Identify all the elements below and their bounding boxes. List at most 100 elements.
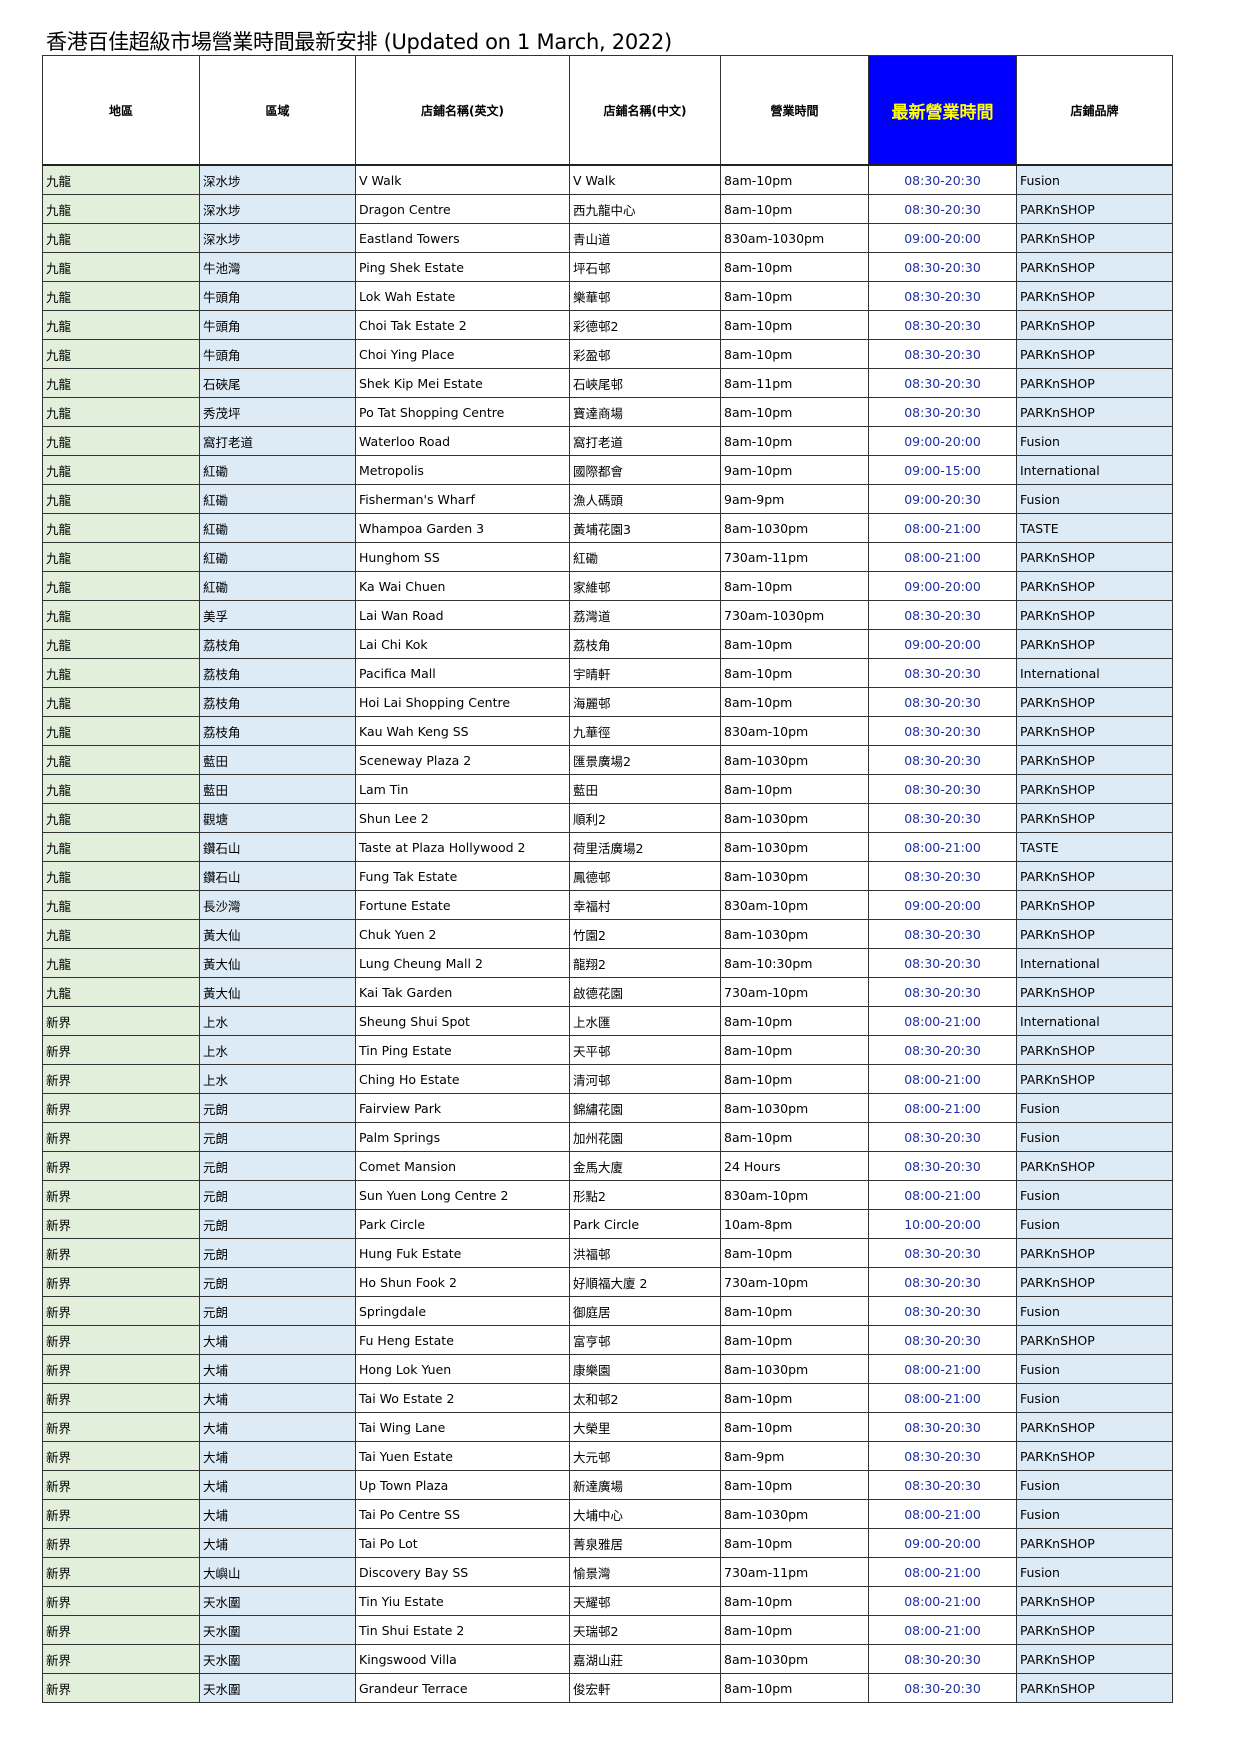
cell-region: 新界 — [42, 1673, 200, 1703]
cell-latest-opening-hours: 08:30-20:30 — [868, 687, 1017, 717]
cell-store-name-en: Lok Wah Estate — [355, 281, 570, 311]
cell-brand: PARKnSHOP — [1016, 600, 1173, 630]
cell-brand: Fusion — [1016, 164, 1173, 195]
cell-store-name-en: Lai Wan Road — [355, 600, 570, 630]
cell-district: 天水圍 — [199, 1615, 356, 1645]
cell-opening-hours: 8am-1030pm — [720, 745, 869, 775]
table-row: 九龍 荔枝角 Kau Wah Keng SS 九華徑 830am-10pm 08:30-2… — [42, 716, 1173, 746]
cell-store-name-en: Tin Yiu Estate — [355, 1586, 570, 1616]
cell-latest-opening-hours: 08:30-20:30 — [868, 1296, 1017, 1326]
table-row: 九龍 黃大仙 Chuk Yuen 2 竹園2 8am-1030pm 08:30-20:30… — [42, 919, 1173, 949]
cell-store-name-en: Fung Tak Estate — [355, 861, 570, 891]
cell-store-name-zh: 康樂園 — [569, 1354, 721, 1384]
cell-brand: PARKnSHOP — [1016, 1528, 1173, 1558]
cell-opening-hours: 8am-10pm — [720, 339, 869, 369]
cell-brand: PARKnSHOP — [1016, 1151, 1173, 1181]
cell-district: 大埔 — [199, 1499, 356, 1529]
cell-store-name-zh: 洪福邨 — [569, 1238, 721, 1268]
table-row: 九龍 紅磡 Ka Wai Chuen 家維邨 8am-10pm 09:00-20:00 PA… — [42, 571, 1173, 601]
cell-opening-hours: 8am-1030pm — [720, 919, 869, 949]
cell-region: 九龍 — [42, 368, 200, 398]
cell-brand: PARKnSHOP — [1016, 1325, 1173, 1355]
cell-region: 新界 — [42, 1151, 200, 1181]
cell-latest-opening-hours: 08:30-20:30 — [868, 281, 1017, 311]
cell-district: 窩打老道 — [199, 426, 356, 456]
cell-district: 藍田 — [199, 745, 356, 775]
header-region: 地區 — [42, 55, 200, 166]
cell-store-name-zh: 窩打老道 — [569, 426, 721, 456]
cell-region: 新界 — [42, 1499, 200, 1529]
cell-brand: Fusion — [1016, 1383, 1173, 1413]
cell-district: 鑽石山 — [199, 861, 356, 891]
cell-latest-opening-hours: 09:00-20:00 — [868, 571, 1017, 601]
cell-store-name-en: Taste at Plaza Hollywood 2 — [355, 832, 570, 862]
header-store-name-zh: 店鋪名稱(中文) — [569, 55, 721, 166]
cell-store-name-en: Comet Mansion — [355, 1151, 570, 1181]
cell-opening-hours: 8am-10pm — [720, 1064, 869, 1094]
cell-region: 九龍 — [42, 397, 200, 427]
cell-region: 九龍 — [42, 745, 200, 775]
table-row: 新界 天水圍 Tin Yiu Estate 天耀邨 8am-10pm 08:00-21:0… — [42, 1586, 1173, 1616]
cell-latest-opening-hours: 08:00-21:00 — [868, 1064, 1017, 1094]
cell-store-name-en: Ching Ho Estate — [355, 1064, 570, 1094]
cell-store-name-zh: 海麗邨 — [569, 687, 721, 717]
table-row: 新界 天水圍 Kingswood Villa 嘉湖山莊 8am-1030pm 08:30-… — [42, 1644, 1173, 1674]
cell-district: 觀塘 — [199, 803, 356, 833]
cell-region: 九龍 — [42, 484, 200, 514]
cell-store-name-en: Chuk Yuen 2 — [355, 919, 570, 949]
cell-brand: Fusion — [1016, 1093, 1173, 1123]
cell-opening-hours: 8am-9pm — [720, 1441, 869, 1471]
header-opening-hours: 營業時間 — [720, 55, 869, 166]
cell-latest-opening-hours: 09:00-20:00 — [868, 1528, 1017, 1558]
table-row: 新界 大埔 Tai Po Lot 菁泉雅居 8am-10pm 09:00-20:00 PAR… — [42, 1528, 1173, 1558]
cell-store-name-zh: 愉景灣 — [569, 1557, 721, 1587]
cell-region: 九龍 — [42, 339, 200, 369]
cell-opening-hours: 8am-10pm — [720, 1296, 869, 1326]
cell-opening-hours: 8am-1030pm — [720, 832, 869, 862]
cell-latest-opening-hours: 09:00-20:00 — [868, 426, 1017, 456]
cell-district: 大埔 — [199, 1441, 356, 1471]
cell-opening-hours: 8am-10pm — [720, 281, 869, 311]
table-row: 九龍 荔枝角 Pacifica Mall 宇晴軒 8am-10pm 08:30-20:30… — [42, 658, 1173, 688]
table-row: 新界 天水圍 Grandeur Terrace 俊宏軒 8am-10pm 08:30-20… — [42, 1673, 1173, 1703]
cell-region: 新界 — [42, 1238, 200, 1268]
cell-region: 新界 — [42, 1180, 200, 1210]
cell-store-name-en: Lam Tin — [355, 774, 570, 804]
table-row: 九龍 藍田 Lam Tin 藍田 8am-10pm 08:30-20:30 PARKnSHO… — [42, 774, 1173, 804]
cell-opening-hours: 830am-10pm — [720, 716, 869, 746]
cell-brand: PARKnSHOP — [1016, 890, 1173, 920]
cell-district: 大埔 — [199, 1470, 356, 1500]
cell-district: 紅磡 — [199, 484, 356, 514]
cell-district: 牛頭角 — [199, 281, 356, 311]
cell-store-name-zh: 荔枝角 — [569, 629, 721, 659]
cell-brand: PARKnSHOP — [1016, 1615, 1173, 1645]
cell-brand: PARKnSHOP — [1016, 281, 1173, 311]
cell-store-name-zh: 漁人碼頭 — [569, 484, 721, 514]
table-row: 九龍 紅磡 Hunghom SS 紅磡 730am-11pm 08:00-21:00 PAR… — [42, 542, 1173, 572]
cell-store-name-zh: 紅磡 — [569, 542, 721, 572]
cell-store-name-en: Tai Wo Estate 2 — [355, 1383, 570, 1413]
cell-store-name-en: Fortune Estate — [355, 890, 570, 920]
cell-brand: PARKnSHOP — [1016, 1238, 1173, 1268]
cell-store-name-zh: 國際都會 — [569, 455, 721, 485]
cell-brand: PARKnSHOP — [1016, 803, 1173, 833]
cell-region: 九龍 — [42, 542, 200, 572]
table-row: 新界 大嶼山 Discovery Bay SS 愉景灣 730am-11pm 08:00-… — [42, 1557, 1173, 1587]
cell-store-name-en: Po Tat Shopping Centre — [355, 397, 570, 427]
cell-region: 九龍 — [42, 252, 200, 282]
cell-region: 九龍 — [42, 600, 200, 630]
cell-latest-opening-hours: 08:30-20:30 — [868, 948, 1017, 978]
cell-brand: International — [1016, 1006, 1173, 1036]
cell-brand: PARKnSHOP — [1016, 1267, 1173, 1297]
cell-opening-hours: 8am-10pm — [720, 1122, 869, 1152]
table-row: 九龍 牛頭角 Choi Tak Estate 2 彩德邨2 8am-10pm 08:30-… — [42, 310, 1173, 340]
cell-district: 牛頭角 — [199, 339, 356, 369]
cell-brand: PARKnSHOP — [1016, 1586, 1173, 1616]
cell-region: 九龍 — [42, 426, 200, 456]
cell-brand: International — [1016, 455, 1173, 485]
table-row: 新界 大埔 Fu Heng Estate 富亨邨 8am-10pm 08:30-20:30… — [42, 1325, 1173, 1355]
table-row: 九龍 牛池灣 Ping Shek Estate 坪石邨 8am-10pm 08:30-20… — [42, 252, 1173, 282]
cell-district: 元朗 — [199, 1209, 356, 1239]
cell-store-name-en: Shun Lee 2 — [355, 803, 570, 833]
table-row: 九龍 鑽石山 Taste at Plaza Hollywood 2 荷里活廣場2 8am… — [42, 832, 1173, 862]
